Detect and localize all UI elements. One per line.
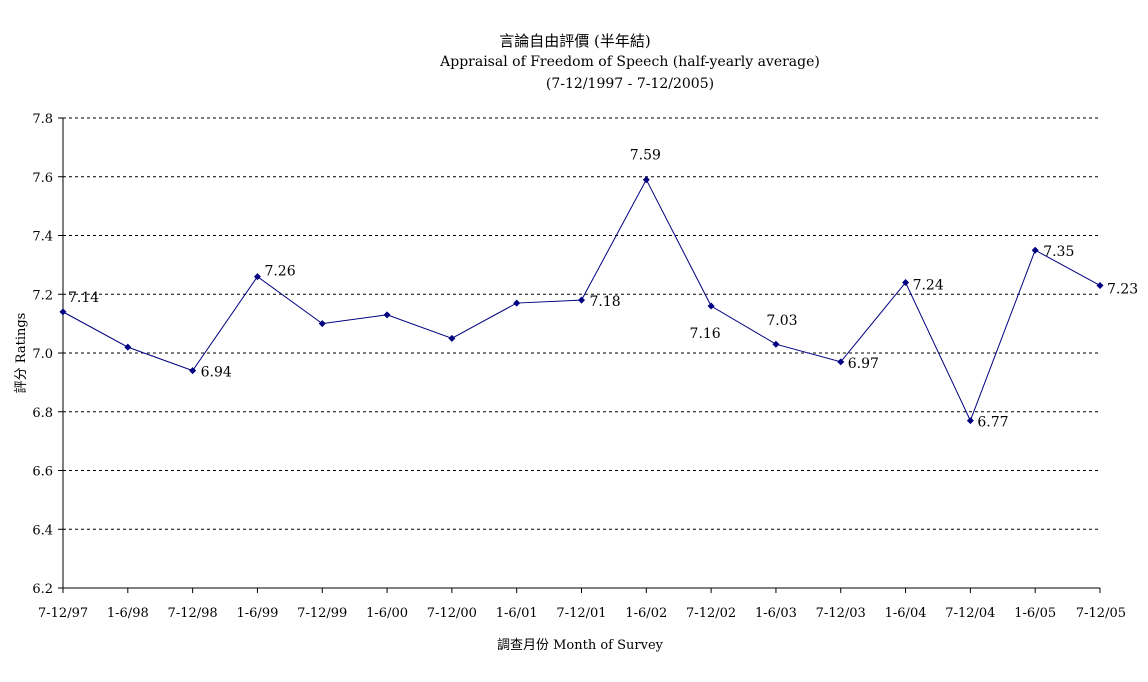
data-point [642, 176, 650, 184]
x-tick-label: 1-6/00 [366, 606, 408, 621]
data-label: 6.77 [977, 415, 1008, 431]
x-tick-label: 1-6/05 [1014, 606, 1056, 621]
data-label: 7.26 [264, 264, 295, 280]
data-label: 6.94 [201, 365, 232, 381]
data-label: 7.03 [766, 313, 797, 329]
chart-date-range: (7-12/1997 - 7-12/2005) [546, 76, 714, 92]
x-tick-label: 1-6/98 [107, 606, 149, 621]
data-point [966, 417, 974, 425]
data-point [448, 334, 456, 342]
x-tick-label: 7-12/99 [297, 606, 347, 621]
data-point [59, 308, 67, 316]
y-axis-label: 評分 Ratings [14, 313, 29, 394]
data-point [578, 296, 585, 304]
data-point [513, 299, 521, 307]
y-tick-label: 6.4 [32, 523, 53, 538]
x-tick-label: 1-6/02 [625, 606, 667, 621]
x-tick-label: 7-12/03 [816, 606, 866, 621]
x-tick-label: 7-12/00 [427, 606, 477, 621]
x-tick-label: 7-12/05 [1076, 606, 1126, 621]
data-point [383, 311, 391, 319]
data-point [124, 343, 132, 351]
y-tick-label: 6.6 [32, 465, 53, 480]
data-label: 7.23 [1107, 281, 1138, 297]
data-point [772, 340, 780, 348]
y-tick-label: 7.8 [32, 112, 53, 127]
x-axis-label: 調查月份 Month of Survey [497, 638, 664, 653]
data-point [1096, 281, 1104, 289]
data-point [707, 302, 715, 310]
data-label: 7.16 [690, 326, 721, 342]
y-tick-label: 7.0 [32, 347, 53, 362]
data-label: 7.59 [630, 148, 661, 164]
x-tick-label: 1-6/04 [885, 606, 927, 621]
chart-subtitle: Appraisal of Freedom of Speech (half-yea… [439, 54, 820, 70]
data-point [837, 358, 845, 366]
y-tick-label: 6.8 [32, 406, 53, 421]
x-tick-label: 1-6/99 [237, 606, 279, 621]
y-tick-label: 7.6 [32, 171, 53, 186]
x-tick-label: 7-12/04 [945, 606, 995, 621]
data-point [318, 320, 326, 328]
data-label: 7.18 [590, 294, 621, 310]
data-label: 7.24 [913, 278, 944, 294]
x-tick-label: 7-12/01 [556, 606, 606, 621]
data-label: 6.97 [848, 356, 879, 372]
x-tick-label: 7-12/98 [168, 606, 218, 621]
chart-title: 言論自由評價 (半年結) [499, 32, 650, 50]
x-tick-label: 1-6/01 [496, 606, 538, 621]
data-label: 7.35 [1043, 244, 1074, 260]
data-point [1031, 246, 1039, 254]
y-tick-label: 7.2 [32, 288, 53, 303]
x-tick-label: 1-6/03 [755, 606, 797, 621]
data-point [902, 279, 910, 286]
y-tick-label: 6.2 [32, 582, 53, 597]
data-point [253, 273, 261, 281]
x-tick-label: 7-12/97 [38, 606, 88, 621]
x-tick-label: 7-12/02 [686, 606, 736, 621]
data-label: 7.14 [68, 290, 99, 306]
y-tick-label: 7.4 [32, 230, 53, 245]
data-point [189, 367, 197, 375]
